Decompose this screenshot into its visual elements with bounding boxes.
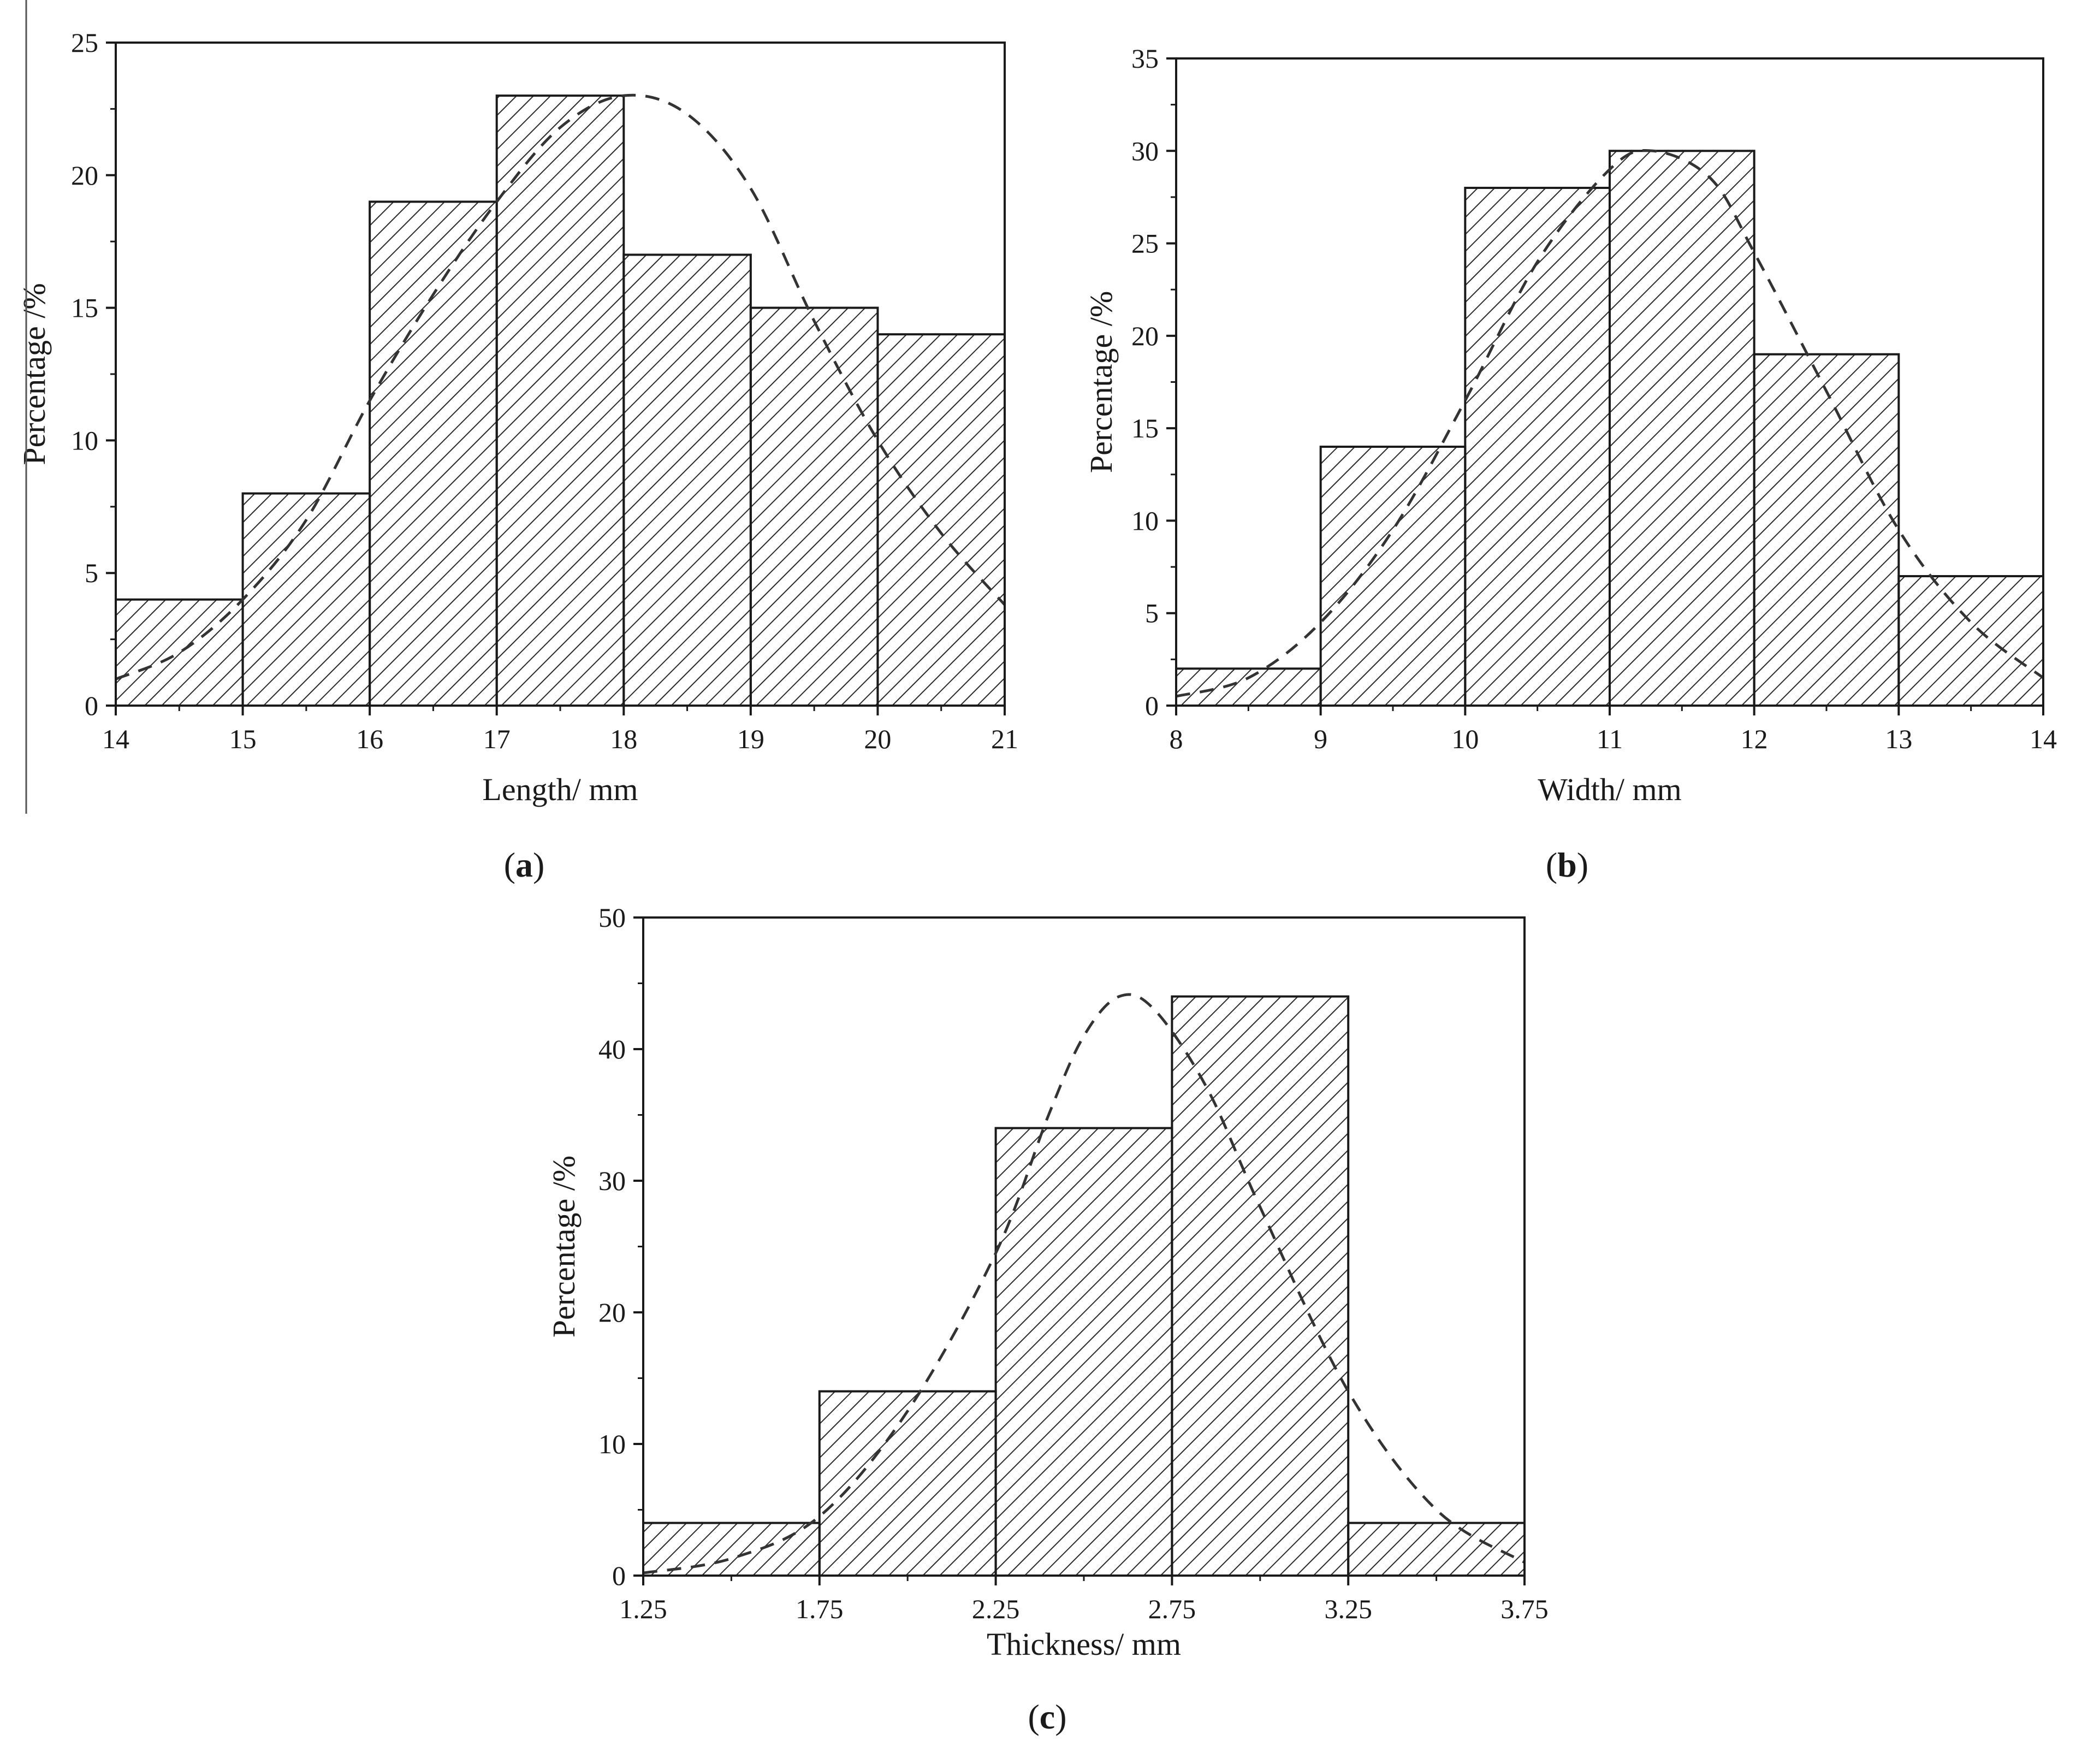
y-tick-label-a-0: 0 — [85, 690, 98, 721]
y-tick-label-c-5: 50 — [598, 902, 626, 933]
x-tick-label-c-1: 1.75 — [796, 1594, 844, 1624]
chart-panel-b: 8 9 10 11 12 13 14 0 5 10 15 20 25 30 35 Width/ mm Perce… — [1083, 43, 2057, 807]
y-tick-label-a-3: 15 — [71, 293, 98, 323]
y-tick-label-b-2: 10 — [1131, 505, 1159, 536]
y-tick-label-c-3: 30 — [598, 1165, 626, 1196]
fit-curve-b — [1176, 149, 2044, 698]
bar-c-4 — [1347, 1522, 1526, 1577]
bar-b-0 — [1175, 667, 1322, 707]
x-tick-label-a-6: 20 — [864, 724, 891, 754]
y-tick-label-a-1: 5 — [85, 558, 98, 588]
chart-panel-c: 1.25 1.75 2.25 2.75 3.25 3.75 0 10 20 30 40 50 Thick… — [546, 902, 1549, 1662]
y-tick-label-b-6: 30 — [1131, 135, 1159, 166]
x-axis-title-a: Length/ mm — [482, 772, 638, 807]
x-tick-label-a-2: 16 — [356, 724, 383, 754]
bar-c-0 — [642, 1522, 821, 1577]
bar-b-2 — [1464, 187, 1611, 707]
bar-a-1 — [241, 492, 371, 707]
x-tick-label-b-0: 8 — [1170, 724, 1183, 754]
x-tick-label-b-1: 9 — [1314, 724, 1327, 754]
bar-a-6 — [876, 333, 1006, 707]
panel-label-b: (b) — [1546, 845, 1588, 884]
x-tick-label-a-4: 18 — [610, 724, 637, 754]
panel-label-c: (c) — [1028, 1697, 1066, 1736]
fit-curve-a — [115, 93, 1006, 680]
x-tick-label-c-0: 1.25 — [619, 1594, 667, 1624]
bar-a-2 — [369, 200, 498, 707]
y-axis-title-a: Percentage /% — [16, 283, 52, 465]
y-tick-label-c-4: 40 — [598, 1034, 626, 1064]
bar-a-3 — [495, 94, 625, 707]
y-tick-label-a-2: 10 — [71, 425, 98, 455]
x-tick-label-a-3: 17 — [483, 724, 511, 754]
x-axis-title-c: Thickness/ mm — [987, 1626, 1181, 1662]
x-tick-label-c-3: 2.75 — [1148, 1594, 1196, 1624]
fit-curve-c — [643, 993, 1526, 1574]
y-tick-label-b-0: 0 — [1145, 690, 1159, 721]
bar-c-1 — [818, 1390, 997, 1577]
y-tick-label-a-5: 25 — [71, 27, 98, 58]
x-tick-label-c-2: 2.25 — [972, 1594, 1020, 1624]
x-tick-label-c-4: 3.25 — [1324, 1594, 1372, 1624]
y-tick-label-b-7: 35 — [1131, 43, 1159, 74]
y-tick-label-a-4: 20 — [71, 160, 98, 191]
bar-b-3 — [1609, 150, 1755, 707]
y-tick-label-b-1: 5 — [1145, 598, 1159, 629]
x-tick-label-b-2: 10 — [1451, 724, 1479, 754]
x-tick-label-a-1: 15 — [229, 724, 257, 754]
x-tick-label-a-0: 14 — [102, 724, 129, 754]
y-tick-label-c-1: 10 — [598, 1429, 626, 1459]
panel-label-a: (a) — [504, 845, 545, 884]
y-tick-label-c-0: 0 — [612, 1560, 626, 1591]
chart-panel-a: 14 15 16 17 18 19 20 21 0 5 10 15 20 25 Length/ mm Perc… — [16, 0, 1018, 814]
y-axis-title-c: Percentage /% — [546, 1156, 582, 1337]
x-axis-title-b: Width/ mm — [1538, 772, 1682, 807]
y-axis-title-b: Percentage /% — [1083, 291, 1119, 473]
bar-c-2 — [994, 1127, 1173, 1577]
y-tick-label-b-4: 20 — [1131, 321, 1159, 351]
bar-b-5 — [1897, 575, 2044, 707]
bar-c-3 — [1171, 995, 1350, 1577]
x-tick-label-b-5: 13 — [1885, 724, 1912, 754]
bar-a-0 — [115, 598, 244, 707]
y-tick-label-b-5: 25 — [1131, 228, 1159, 259]
y-tick-label-b-3: 15 — [1131, 413, 1159, 443]
bar-a-5 — [749, 306, 879, 707]
x-tick-label-c-5: 3.75 — [1500, 1594, 1549, 1624]
x-tick-label-b-3: 11 — [1597, 724, 1623, 754]
x-tick-label-b-6: 14 — [2030, 724, 2057, 754]
bar-b-1 — [1319, 446, 1467, 707]
x-tick-label-a-5: 19 — [737, 724, 764, 754]
x-tick-label-b-4: 12 — [1741, 724, 1768, 754]
bar-b-4 — [1753, 353, 1900, 707]
bar-a-4 — [622, 253, 752, 707]
y-tick-label-c-2: 20 — [598, 1297, 626, 1328]
x-tick-label-a-7: 21 — [991, 724, 1018, 754]
